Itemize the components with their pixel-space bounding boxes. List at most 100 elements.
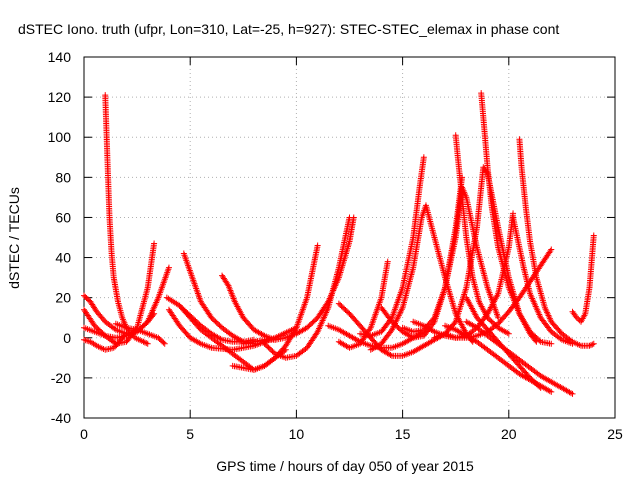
data-point — [269, 348, 276, 355]
series-arc26 — [510, 214, 576, 347]
data-point — [529, 377, 536, 384]
data-point — [531, 332, 538, 339]
series-arc32 — [463, 294, 544, 391]
y-tick-label: 140 — [48, 49, 72, 65]
y-tick-label: 20 — [55, 290, 71, 306]
data-point — [451, 320, 458, 327]
data-point — [384, 258, 391, 265]
data-point — [590, 340, 597, 347]
data-marks — [81, 90, 597, 397]
data-point — [160, 339, 167, 346]
data-point — [547, 327, 554, 334]
data-point — [487, 317, 494, 324]
plot-frame — [83, 56, 616, 419]
x-tick-label: 20 — [501, 426, 517, 442]
data-point — [92, 323, 99, 330]
data-point — [528, 330, 535, 337]
data-point — [528, 376, 535, 383]
data-point — [525, 373, 532, 380]
data-point — [308, 320, 315, 327]
data-point — [339, 304, 346, 311]
x-axis-label: GPS time / hours of day 050 of year 2015 — [216, 458, 474, 474]
data-point — [112, 343, 119, 350]
data-point — [590, 232, 597, 239]
data-point — [535, 336, 542, 343]
series-arc17 — [335, 258, 391, 351]
data-point — [305, 323, 312, 330]
data-point — [573, 314, 580, 321]
series-arc6 — [112, 320, 168, 347]
y-tick-label: 60 — [55, 209, 71, 225]
x-tick-label: 5 — [186, 426, 194, 442]
data-point — [140, 338, 147, 345]
data-point — [144, 340, 151, 347]
data-point — [151, 240, 158, 247]
x-tick-label: 25 — [607, 426, 623, 442]
data-point — [575, 316, 582, 323]
data-point — [569, 390, 576, 397]
data-point — [313, 330, 320, 337]
data-point — [485, 315, 492, 322]
data-point — [110, 344, 117, 351]
grid — [84, 57, 615, 418]
y-tick-label: -20 — [51, 370, 71, 386]
y-tick-label: 120 — [48, 89, 72, 105]
data-point — [420, 154, 427, 161]
y-tick-label: 40 — [55, 250, 71, 266]
data-point — [548, 340, 555, 347]
data-point — [495, 314, 502, 321]
data-point — [165, 264, 172, 271]
series-arc14 — [240, 214, 357, 347]
data-point — [270, 349, 277, 356]
data-point — [216, 322, 223, 329]
data-point — [391, 321, 398, 328]
data-point — [345, 309, 352, 316]
ticks: 0 5 10 15 20 25 -40 -20 0 20 40 60 80 100 120 140 — [48, 49, 623, 442]
data-point — [548, 388, 555, 395]
data-point — [337, 301, 344, 308]
data-point — [324, 300, 331, 307]
data-point — [94, 325, 101, 332]
data-point — [91, 322, 98, 329]
data-point — [338, 303, 345, 310]
x-tick-label: 0 — [80, 426, 88, 442]
data-point — [532, 379, 539, 386]
data-point — [586, 342, 593, 349]
data-point — [101, 317, 108, 324]
data-point — [536, 337, 543, 344]
data-point — [533, 335, 540, 342]
x-tick-label: 15 — [395, 426, 411, 442]
data-point — [268, 347, 275, 354]
data-point — [265, 344, 272, 351]
data-point — [535, 382, 542, 389]
y-tick-label: -40 — [51, 410, 71, 426]
y-tick-label: 80 — [55, 169, 71, 185]
data-point — [264, 343, 271, 350]
x-tick-label: 10 — [289, 426, 305, 442]
data-point — [309, 319, 316, 326]
series-arc22 — [452, 132, 512, 337]
series-arc31 — [569, 232, 597, 325]
data-point — [488, 318, 495, 325]
data-point — [533, 381, 540, 388]
data-point — [304, 324, 311, 331]
data-point — [366, 326, 373, 333]
data-point — [213, 319, 220, 326]
data-point — [224, 281, 231, 288]
data-point — [527, 374, 534, 381]
data-point — [587, 342, 594, 349]
data-point — [209, 315, 216, 322]
data-point — [505, 330, 512, 337]
data-point — [211, 317, 218, 324]
data-point — [547, 247, 554, 254]
axes — [83, 56, 616, 419]
data-point — [392, 322, 399, 329]
data-point — [306, 322, 313, 329]
data-point — [266, 345, 273, 352]
chart-title: dSTEC Iono. truth (ufpr, Lon=310, Lat=-2… — [18, 21, 559, 37]
data-point — [341, 305, 348, 312]
data-point — [350, 214, 357, 221]
data-point — [314, 242, 321, 249]
data-point — [212, 318, 219, 325]
